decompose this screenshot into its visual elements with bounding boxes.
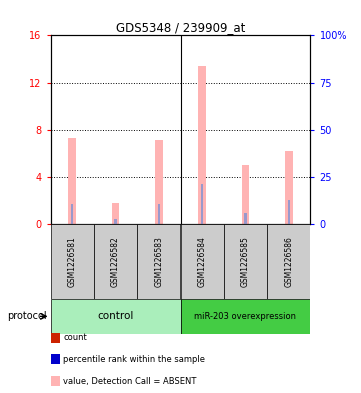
Bar — [267, 224, 310, 299]
Bar — [287, 200, 290, 224]
Bar — [201, 184, 204, 224]
Bar — [137, 224, 180, 299]
Text: GSM1226583: GSM1226583 — [155, 236, 163, 287]
Text: protocol: protocol — [7, 311, 47, 321]
Text: control: control — [97, 311, 134, 321]
Bar — [180, 224, 224, 299]
Bar — [94, 224, 137, 299]
Bar — [51, 224, 94, 299]
Title: GDS5348 / 239909_at: GDS5348 / 239909_at — [116, 21, 245, 34]
Bar — [224, 224, 267, 299]
Text: percentile rank within the sample: percentile rank within the sample — [63, 355, 205, 364]
Text: GSM1226581: GSM1226581 — [68, 236, 77, 287]
Bar — [285, 151, 293, 224]
Bar — [198, 66, 206, 224]
Text: count: count — [63, 334, 87, 342]
Bar — [71, 204, 74, 224]
Text: GSM1226582: GSM1226582 — [111, 236, 120, 287]
Text: miR-203 overexpression: miR-203 overexpression — [195, 312, 296, 321]
Text: GSM1226585: GSM1226585 — [241, 236, 250, 287]
Text: value, Detection Call = ABSENT: value, Detection Call = ABSENT — [63, 377, 196, 386]
Text: GSM1226584: GSM1226584 — [198, 236, 206, 287]
Bar — [155, 140, 163, 224]
Bar — [180, 299, 310, 334]
Bar — [51, 299, 180, 334]
Text: GSM1226586: GSM1226586 — [284, 236, 293, 287]
Bar — [68, 138, 76, 224]
Bar — [112, 203, 119, 224]
Bar — [157, 204, 160, 224]
Bar — [244, 213, 247, 224]
Bar — [114, 219, 117, 224]
Bar — [242, 165, 249, 224]
